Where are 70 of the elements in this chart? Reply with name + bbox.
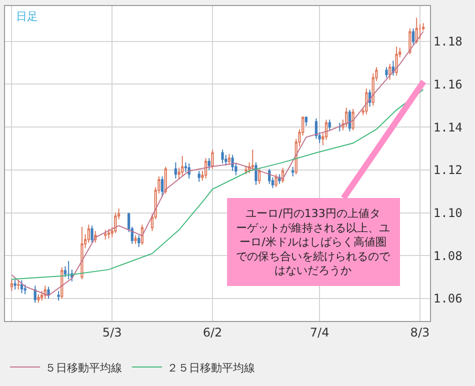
candlestick	[254, 162, 258, 186]
y-tick-label: 1.12	[433, 163, 462, 178]
line-series	[11, 31, 424, 296]
candlestick	[204, 158, 208, 179]
candlestick	[258, 167, 261, 184]
candlestick	[140, 224, 144, 246]
candlestick	[211, 149, 214, 170]
candlestick	[415, 17, 418, 44]
candlestick	[198, 170, 200, 182]
x-tick-label: 5/3	[102, 325, 122, 340]
candlestick	[388, 63, 392, 80]
line-series	[11, 89, 424, 280]
candlestick	[10, 278, 14, 292]
x-tick-label: 6/2	[202, 325, 222, 340]
y-tick-label: 1.08	[433, 248, 462, 263]
legend-label: ２５日移動平均線	[167, 361, 255, 374]
candlestick	[80, 226, 84, 280]
x-tick-label: 8/3	[410, 325, 430, 340]
candlestick	[395, 46, 398, 76]
candlestick	[345, 107, 348, 128]
legend-label: ５日移動平均線	[45, 361, 122, 374]
candlestick	[90, 225, 94, 244]
candlestick	[348, 109, 351, 132]
candlestick	[231, 154, 234, 172]
candlestick	[138, 234, 140, 248]
annotation: 日足	[16, 10, 38, 23]
candlestick	[164, 166, 167, 194]
candlestick	[114, 212, 117, 234]
candlestick	[134, 234, 137, 244]
candlestick	[14, 279, 16, 290]
candlestick	[304, 116, 308, 126]
candlestick	[314, 118, 318, 140]
candlestick	[60, 266, 64, 299]
candlestick	[34, 285, 36, 304]
candlestick	[47, 286, 50, 299]
candlestick	[228, 153, 231, 166]
candlestick	[392, 60, 395, 76]
y-tick-label: 1.10	[433, 206, 462, 220]
y-tick-label: 1.18	[433, 34, 462, 49]
candlestick	[278, 174, 281, 184]
candlestick	[251, 149, 254, 172]
candlestick	[37, 294, 40, 304]
candlestick	[221, 149, 224, 164]
candlestick	[408, 28, 412, 55]
candlestick	[17, 280, 20, 290]
y-tick-label: 1.14	[433, 120, 462, 134]
candlestick	[365, 88, 368, 115]
candlestick	[181, 156, 184, 177]
candlestick	[57, 290, 60, 302]
candlestick	[244, 165, 248, 175]
y-tick-label: 1.06	[433, 292, 462, 306]
candlestick	[160, 176, 164, 198]
candlestick	[107, 228, 110, 239]
candlestick	[20, 280, 24, 294]
y-tick-label: 1.16	[433, 77, 462, 92]
candlestick	[291, 166, 294, 177]
annotation: ユーロ/円の133円の上値ターゲットが維持される以上、ユーロ/米ドルはしばらく高値圏での保ち合いを続けられるのではないだろうか	[236, 207, 391, 278]
candlestick	[24, 284, 26, 295]
candlestick	[352, 108, 354, 131]
candlestick	[67, 260, 70, 280]
candlestick	[385, 66, 388, 78]
candlestick	[208, 158, 210, 170]
candlestick	[338, 122, 341, 132]
candlestick	[104, 229, 107, 240]
candlestick	[274, 174, 278, 188]
x-tick-label: 7/4	[310, 325, 330, 340]
candlestick	[174, 162, 177, 179]
candlestick	[268, 168, 271, 184]
candlestick	[328, 119, 331, 131]
candlestick	[412, 28, 415, 46]
